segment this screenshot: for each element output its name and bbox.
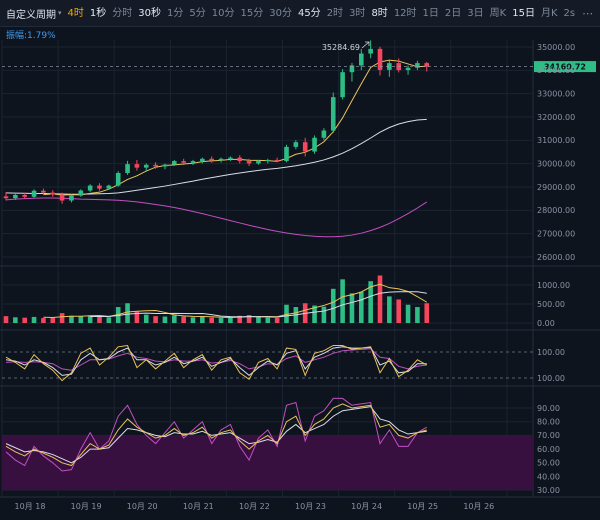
period-button-30分[interactable]: 30分 xyxy=(269,7,292,19)
period-buttons: 4时 1秒 分时 30秒 1分 5分 10分 15分 30分 45分 2时 3时 8时 12时 1日 2日 3日… xyxy=(65,0,579,27)
price-axis-label: 26000.00 xyxy=(537,253,575,262)
volume-layer xyxy=(3,275,430,323)
volume-axis-label: 1000.00 xyxy=(537,281,570,290)
price-axis-label: 30000.00 xyxy=(537,159,575,168)
time-axis-label: 10月 25 xyxy=(407,502,438,511)
cci-white-line xyxy=(5,346,427,377)
chart-svg[interactable]: 34160.72 35284.69 35000.00 34000.00 33000.00… xyxy=(0,40,600,520)
oscillator-fill-band xyxy=(2,435,533,491)
period-button-5分[interactable]: 5分 xyxy=(189,7,206,19)
ma-fast-line xyxy=(43,59,427,196)
period-button-15分[interactable]: 15分 xyxy=(240,7,264,19)
period-button-分时[interactable]: 分时 xyxy=(112,7,133,19)
price-axis-label: 33000.00 xyxy=(537,89,575,98)
current-price-badge xyxy=(534,61,596,73)
rsi-axis-label: 90.00 xyxy=(537,404,560,413)
period-button-周K[interactable]: 周K xyxy=(489,7,507,19)
rsi-axis-label: 40.00 xyxy=(537,472,560,481)
period-button-1秒[interactable]: 1秒 xyxy=(89,7,107,19)
period-button-1日[interactable]: 1日 xyxy=(422,7,439,19)
rsi-axis-label: 60.00 xyxy=(537,445,560,454)
cci-axis-label: 100.00 xyxy=(537,374,565,383)
custom-period-dropdown[interactable]: 自定义周期 ▾ xyxy=(6,6,62,21)
peak-arrow-icon xyxy=(361,41,370,49)
period-button-2日[interactable]: 2日 xyxy=(444,7,462,19)
grid-layer xyxy=(1,40,533,497)
volume-axis-label: 500.00 xyxy=(537,300,565,309)
period-button-15日[interactable]: 15日 xyxy=(512,7,535,19)
time-axis-label: 10月 18 xyxy=(15,502,46,511)
period-button-12时[interactable]: 12时 xyxy=(393,7,417,19)
period-button-月K[interactable]: 月K xyxy=(540,7,558,19)
time-axis-label: 10月 19 xyxy=(71,502,102,511)
volume-ma-slow-line xyxy=(90,291,427,318)
price-axis-label: 29000.00 xyxy=(537,183,575,192)
period-button-45分[interactable]: 45分 xyxy=(297,7,321,19)
time-axis-label: 10月 20 xyxy=(127,502,158,511)
chevron-down-icon: ▾ xyxy=(58,9,62,17)
kdj-k-line xyxy=(5,403,427,467)
peak-annotation: 35284.69 xyxy=(322,43,360,52)
rsi-axis-label: 50.00 xyxy=(537,459,560,468)
period-button-2s[interactable]: 2s xyxy=(563,7,576,19)
time-axis-label: 10月 21 xyxy=(183,502,214,511)
price-axis-label: 34000.00 xyxy=(537,66,575,75)
cci-yellow-line xyxy=(5,344,427,382)
amplitude-label: 振幅:1.79% xyxy=(6,30,56,41)
rsi-axis-label: 80.00 xyxy=(537,418,560,427)
period-button-3日[interactable]: 3日 xyxy=(467,7,484,19)
chart-info-row: 振幅:1.79% xyxy=(0,28,56,41)
price-axis-label: 27000.00 xyxy=(537,229,575,238)
period-button-4时[interactable]: 4时 xyxy=(67,7,84,19)
period-button-8时[interactable]: 8时 xyxy=(371,7,388,19)
time-axis-label: 10月 23 xyxy=(295,502,326,511)
cci-axis-label: 100.00 xyxy=(537,348,565,357)
price-axis-label: 28000.00 xyxy=(537,206,575,215)
ma-long-line xyxy=(5,197,428,238)
current-price-label: 34160.72 xyxy=(544,63,586,72)
period-button-30秒[interactable]: 30秒 xyxy=(138,7,161,19)
toolbar-right: ⋯ ◎ 未命名 ▾ 下单 xyxy=(578,0,600,26)
candles-layer xyxy=(3,40,430,204)
ma-slow-line xyxy=(5,118,427,195)
price-axis-label: 32000.00 xyxy=(537,113,575,122)
more-periods-icon[interactable]: ⋯ xyxy=(582,6,594,20)
volume-axis-label: 0.00 xyxy=(537,319,555,328)
rsi-axis-label: 30.00 xyxy=(537,486,560,495)
period-button-3时[interactable]: 3时 xyxy=(349,7,366,19)
time-axis-label: 10月 22 xyxy=(239,502,270,511)
price-axis-label: 31000.00 xyxy=(537,136,575,145)
rsi-axis-label: 70.00 xyxy=(537,431,560,440)
time-axis-label: 10月 26 xyxy=(463,502,494,511)
toolbar: 自定义周期 ▾ 4时 1秒 分时 30秒 1分 5分 10分 15分 30分 45分 2时 3时 8时 1… xyxy=(0,0,600,27)
custom-period-label: 自定义周期 xyxy=(6,9,56,21)
period-button-2时[interactable]: 2时 xyxy=(326,7,344,19)
period-button-1分[interactable]: 1分 xyxy=(167,7,184,19)
panel-separators xyxy=(0,40,600,498)
price-axis-label: 35000.00 xyxy=(537,43,575,52)
time-axis-label: 10月 24 xyxy=(351,502,382,511)
period-button-10分[interactable]: 10分 xyxy=(211,7,235,19)
